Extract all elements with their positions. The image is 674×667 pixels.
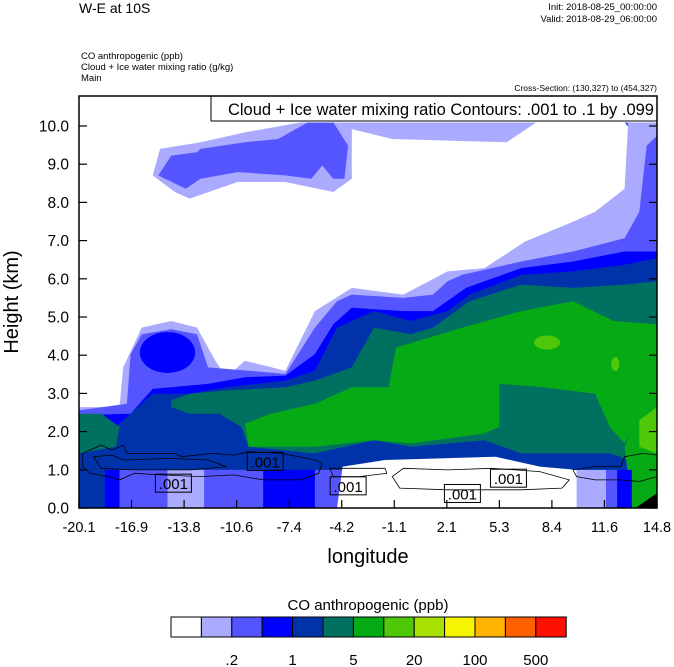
plot-frame [78,95,658,509]
y-tick-label: 0.0 [47,501,69,518]
cloud-contour-line [329,467,388,477]
colorbar-swatch [474,616,506,638]
co-region-light-green-blob [534,335,561,350]
colorbar-swatch [504,616,537,638]
y-tick-label: 5.0 [47,310,69,327]
colorbar-swatch [535,616,567,638]
colorbar-label: 100 [462,652,487,667]
x-tick-label: -16.9 [115,520,148,536]
x-tick-label: 8.4 [542,520,562,536]
x-tick-label: -1.1 [382,520,407,536]
x-tick-label: -4.2 [329,520,354,536]
contour-label-box [489,468,527,488]
contour-label-box [443,483,481,503]
contour-label-text: .001 [448,486,477,503]
co-region-surface-stripe [167,469,205,508]
co-region-surface-stripe [617,469,632,508]
colorbar-label: 5 [349,652,357,667]
colorbar-swatch [322,616,354,638]
y-tick-label: 1.0 [47,462,69,479]
contour-label-text: .001 [159,476,188,493]
y-tick-label: 7.0 [47,233,69,250]
field-label-cloud: Cloud + Ice water mixing ratio (g/kg) [81,62,233,73]
x-tick-label: -7.4 [277,520,302,536]
co-region-medium-blue-upper [158,122,349,189]
contour-label: .001 [443,483,481,503]
y-tick-label: 3.0 [47,386,69,403]
x-tick-label: 2.1 [437,520,457,536]
colorbar-label: 20 [406,652,423,667]
co-region-surface-stripe [573,469,607,508]
x-tick-label: 14.8 [643,520,671,536]
co-region-surface-stripe [204,469,264,508]
valid-time: Valid: 2018-08-29_06:00:00 [540,14,657,25]
colorbar: .2 1 5 20 100 500 [170,616,567,667]
contour-label-text: .001 [334,479,363,496]
y-tick-label: 9.0 [47,157,69,174]
contour-label-box [154,473,192,493]
y-tick-label: 4.0 [47,348,69,365]
contour-label-box [329,476,367,496]
contour-label: .001 [246,451,284,471]
co-region-light-green-blob [611,357,620,372]
co-region-surface-stripe [606,469,618,508]
x-tick-label: 5.3 [489,520,509,536]
contour-label: .001 [329,476,367,496]
contour-info-box [210,95,658,122]
colorbar-swatch [261,616,294,638]
colorbar-label: 1 [288,652,296,667]
colorbar-swatch [231,616,263,638]
cloud-contour-line [82,444,323,481]
colorbar-swatch [383,616,415,638]
co-region-blue-bubble [139,331,196,373]
contour-label: .001 [489,468,527,488]
contour-label: .001 [154,473,192,493]
axes: 0.0 1.0 2.0 3.0 4.0 5.0 6.0 7.0 8.0 9.0 10.0 -20.1 -… [39,95,671,536]
field-label-main: Main [81,73,102,84]
colorbar-label: .2 [226,652,239,667]
init-time: Init: 2018-08-25_00:00:00 [548,2,657,13]
x-axis-label: longitude [327,546,408,568]
contour-label-text: .001 [251,454,280,471]
y-tick-label: 10.0 [39,119,70,136]
colorbar-swatch [200,616,233,638]
field-label-co: CO anthropogenic (ppb) [81,51,183,62]
colorbar-label: 500 [523,652,548,667]
colorbar-title: CO anthropogenic (ppb) [288,597,449,614]
contour-label-box [246,451,284,471]
co-region-teal-left [79,413,120,454]
y-tick-label: 8.0 [47,195,69,212]
co-region-light-green-right [639,407,657,454]
contour-label-text: .001 [494,471,523,488]
y-axis-label: Height (km) [1,250,23,353]
figure-title: W-E at 10S [79,0,150,16]
cross-section-label: Cross-Section: (130,327) to (454,327) [514,83,657,93]
x-tick-label: -10.6 [220,520,253,536]
y-tick-label: 6.0 [47,271,69,288]
x-tick-label: -20.1 [62,520,95,536]
colorbar-swatch [413,616,446,638]
y-tick-label: 2.0 [47,424,69,441]
x-tick-label: 11.6 [591,520,618,536]
colorbar-swatch [352,616,385,638]
contour-info-text: Cloud + Ice water mixing ratio Contours:… [228,101,654,119]
colorbar-swatch [170,616,202,638]
co-region-surface-stripe [104,469,120,508]
cloud-contour-line [391,467,571,491]
terrain [635,493,657,508]
colorbar-swatch [292,616,324,638]
colorbar-swatch [444,616,476,638]
cloud-contour-line [93,454,227,471]
co-region-surface-stripe [79,469,105,508]
plot-area: .001 .001 .001 .001 .001 [79,96,658,508]
x-tick-label: -13.8 [168,520,201,536]
